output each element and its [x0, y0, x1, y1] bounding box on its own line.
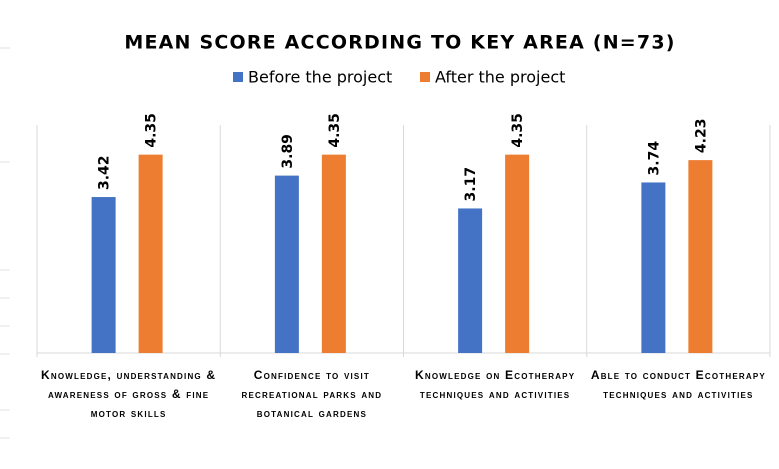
x-tick-label: Confidence to visit recreational parks a…: [241, 368, 383, 420]
x-tick-label: Knowledge on Ecotherapy techniques and a…: [414, 368, 576, 401]
chart-title: MEAN SCORE ACCORDING TO KEY AREA (N=73): [124, 32, 675, 54]
sheet-grid: [0, 47, 10, 439]
value-label: 3.42: [97, 156, 113, 191]
value-label: 4.35: [510, 113, 526, 148]
bar: [138, 154, 163, 353]
bar: [505, 154, 530, 353]
value-label: 4.35: [327, 113, 343, 148]
legend-label: Before the project: [248, 68, 392, 87]
bar: [688, 160, 713, 353]
bar: [91, 197, 116, 353]
bar: [321, 154, 346, 353]
legend-swatch: [233, 72, 243, 82]
legend-swatch: [420, 72, 430, 82]
bar: [274, 175, 299, 353]
value-label: 4.23: [693, 119, 709, 154]
value-label: 3.89: [280, 134, 296, 169]
bar: [641, 182, 666, 353]
x-tick-label: Knowledge, understanding & awareness of …: [40, 368, 217, 420]
value-label: 4.35: [144, 113, 160, 148]
bar: [458, 208, 483, 353]
value-label: 3.74: [646, 141, 662, 176]
value-label: 3.17: [463, 167, 479, 202]
legend-label: After the project: [435, 68, 565, 87]
x-tick-label: Able to conduct Ecotherapy techniques an…: [590, 368, 766, 401]
